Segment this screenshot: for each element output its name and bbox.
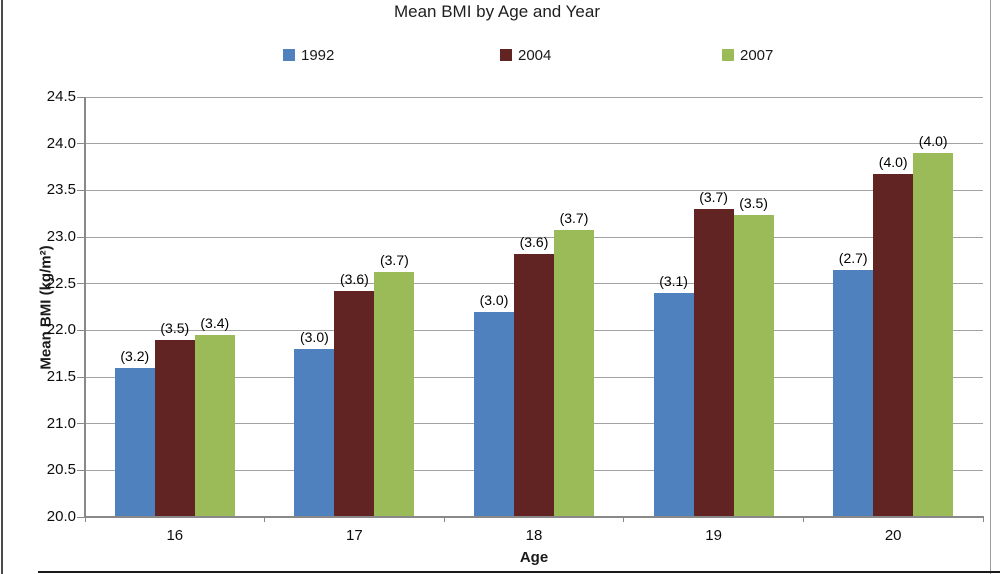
y-axis-title-wrap: Mean BMI (kg/m²): [33, 97, 59, 517]
x-axis-line: [84, 515, 984, 518]
bar-data-label: (3.4): [200, 315, 230, 331]
y-axis-tick-icon: [77, 143, 85, 145]
gridline: [85, 96, 983, 98]
y-axis-tick-icon: [77, 329, 85, 331]
category-label: 17: [346, 527, 363, 544]
y-axis-tick-label: 20.5: [46, 461, 76, 479]
bar-data-label: (3.7): [379, 252, 409, 269]
bar-data-label: (2.7): [838, 249, 868, 266]
bar-2007-age-18: [554, 230, 594, 516]
y-axis-tick-label: 24.0: [46, 134, 76, 152]
bar-2007-age-20: [913, 153, 954, 516]
category-label: 20: [884, 527, 902, 544]
gridline: [85, 189, 983, 191]
x-axis-tick-icon: [443, 517, 445, 522]
y-axis-tick-label: 22.5: [46, 274, 76, 292]
y-axis-tick-icon: [77, 189, 85, 191]
y-axis-tick-icon: [77, 96, 85, 98]
bar-2004-age-18: [514, 253, 554, 516]
x-axis-tick-icon: [623, 517, 625, 522]
y-axis-tick-label: 21.5: [46, 368, 76, 385]
bar-data-label: (3.5): [739, 194, 768, 211]
bar-data-label: (3.7): [559, 210, 589, 227]
bar-data-label: (3.6): [339, 271, 369, 288]
bar-2004-age-19: [693, 209, 734, 516]
y-axis-tick-label: 22.0: [46, 321, 76, 339]
bar-2007-age-19: [733, 214, 774, 516]
legend-label-1992: 1992: [301, 46, 335, 64]
y-axis-tick-label: 23.5: [46, 181, 76, 199]
bar-2004-age-16: [154, 339, 195, 516]
category-label: 18: [525, 527, 543, 544]
bar-1992-age-19: [653, 293, 694, 516]
y-axis-tick-label: 24.5: [46, 88, 76, 105]
y-axis-tick-label: 23.0: [46, 228, 76, 245]
legend-swatch-2007-icon: [722, 49, 734, 61]
gridline: [85, 236, 983, 238]
bar-data-label: (3.5): [160, 319, 190, 336]
x-axis-tick-icon: [802, 517, 804, 522]
bar-2004-age-20: [873, 173, 914, 516]
bar-1992-age-20: [833, 269, 874, 516]
bar-data-label: (4.0): [918, 133, 948, 149]
y-axis-tick-icon: [77, 516, 85, 518]
bar-data-label: (3.0): [299, 329, 329, 345]
legend-swatch-1992-icon: [283, 49, 295, 61]
y-axis-tick-icon: [77, 283, 85, 285]
y-axis-tick-icon: [77, 423, 85, 425]
x-axis-tick-icon: [982, 517, 984, 522]
y-axis-tick-icon: [77, 469, 85, 471]
bar-1992-age-16: [114, 367, 155, 516]
x-axis-tick-icon: [264, 517, 266, 522]
bar-data-label: (3.1): [659, 273, 688, 289]
y-axis-tick-label: 20.0: [46, 508, 76, 525]
y-axis-tick-icon: [77, 236, 85, 238]
legend-item-2007: 2007: [722, 46, 774, 64]
legend-item-1992: 1992: [283, 46, 335, 64]
bar-1992-age-17: [294, 349, 335, 516]
bar-2004-age-17: [334, 291, 375, 516]
bar-2007-age-16: [194, 335, 235, 516]
bar-data-label: (3.2): [120, 347, 150, 364]
bar-data-label: (3.0): [479, 291, 509, 308]
x-axis-tick-icon: [84, 517, 86, 522]
legend-label-2007: 2007: [740, 46, 774, 64]
bar-data-label: (4.0): [878, 153, 908, 170]
chart-title: Mean BMI by Age and Year: [393, 2, 601, 21]
bar-data-label: (3.7): [699, 189, 728, 205]
category-label: 16: [166, 527, 184, 544]
bar-1992-age-18: [474, 311, 514, 516]
legend-swatch-2004-icon: [500, 49, 512, 61]
right-border-line: [990, 0, 991, 574]
bar-data-label: (3.6): [519, 233, 549, 250]
legend-label-2004: 2004: [518, 46, 552, 64]
y-axis-line: [84, 97, 86, 517]
bottom-border-line: [38, 571, 1000, 573]
gridline: [85, 143, 983, 145]
left-border-line: [1, 0, 3, 574]
x-axis-title: Age: [519, 549, 549, 566]
y-axis-title: Mean BMI (kg/m²): [37, 244, 55, 370]
y-axis-tick-icon: [77, 376, 85, 378]
category-label: 19: [705, 527, 722, 544]
legend-item-2004: 2004: [500, 46, 552, 64]
y-axis-tick-label: 21.0: [46, 414, 76, 432]
bar-2007-age-17: [374, 272, 415, 516]
